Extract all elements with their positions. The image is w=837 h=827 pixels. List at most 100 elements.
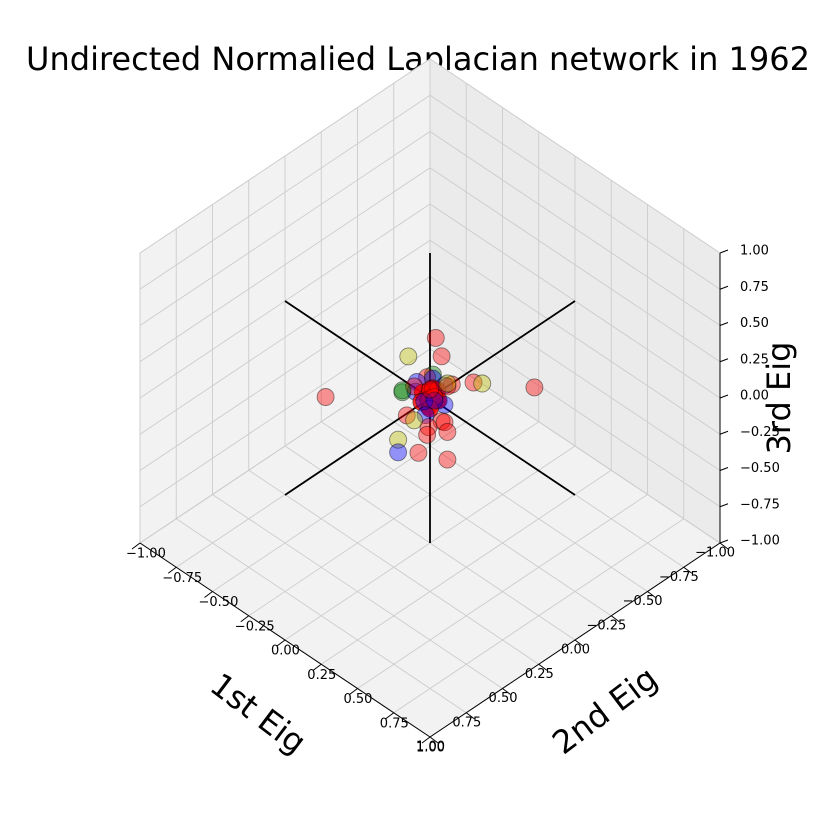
x-tick-mark	[538, 663, 548, 671]
data-point	[438, 374, 457, 393]
tick-labels: 1.00 0.75 0.50 0.25 0.00 −0.25 −0.50 −0.75 −1.00…	[126, 244, 780, 756]
y-tick-mark	[421, 736, 431, 744]
x-tick-label: −0.50	[623, 594, 663, 609]
y-tick-mark	[276, 639, 286, 647]
x-tick-mark	[683, 566, 693, 574]
y-tick-mark	[349, 688, 358, 695]
x-axis-label: 1st Eig	[203, 665, 313, 761]
data-point	[425, 391, 444, 410]
data-point	[405, 411, 424, 430]
y-axis-label: 2nd Eig	[545, 659, 664, 762]
x-tick-label: −0.75	[659, 570, 699, 585]
data-point	[426, 328, 445, 347]
tick-marks	[131, 249, 729, 744]
grid-line	[248, 469, 540, 665]
z-tick-mark	[719, 467, 729, 471]
grid-line	[139, 131, 431, 326]
grid-line	[139, 94, 431, 290]
x-tick-mark	[610, 615, 620, 623]
z-tick-label: −1.00	[740, 534, 780, 549]
y-tick-label: 0.50	[344, 692, 373, 707]
z-tick-mark	[719, 285, 729, 290]
x-tick-mark	[429, 736, 439, 744]
z-tick-label: −0.75	[740, 497, 780, 512]
x-tick-mark	[502, 688, 511, 695]
z-tick-label: −0.25	[740, 425, 780, 440]
data-point	[473, 374, 492, 393]
data-point	[419, 418, 438, 437]
z-tick-mark	[719, 539, 729, 544]
data-point	[415, 392, 434, 411]
x-tick-label: 0.75	[452, 715, 481, 730]
y-tick-label: 0.75	[380, 716, 409, 731]
y-tick-label: −0.75	[162, 571, 202, 586]
x-tick-mark	[465, 712, 475, 720]
x-tick-label: −0.25	[586, 618, 626, 633]
data-point	[438, 450, 457, 469]
grid-line	[429, 58, 721, 254]
data-point	[421, 380, 439, 399]
z-tick-mark	[719, 358, 729, 363]
z-tick-mark	[719, 394, 729, 399]
grid-line	[212, 494, 503, 689]
data-point	[464, 373, 483, 392]
grid-line	[429, 94, 721, 290]
y-tick-label: 1.00	[416, 741, 445, 756]
grid-line	[429, 167, 721, 363]
y-tick-label: −0.50	[199, 595, 239, 610]
z-tick-label: 0.75	[740, 280, 769, 295]
data-point	[389, 430, 408, 449]
grid-line	[175, 518, 467, 714]
data-point	[389, 443, 408, 462]
y-tick-mark	[167, 566, 177, 574]
grid-line	[139, 58, 431, 254]
z-axis-label: 3rd Eig	[760, 342, 798, 455]
y-tick-label: −1.00	[126, 547, 166, 562]
x-tick-label: 0.50	[489, 691, 518, 706]
y-tick-mark	[240, 615, 250, 623]
z-tick-mark	[719, 322, 729, 326]
data-point	[438, 422, 457, 441]
z-tick-label: 0.50	[740, 316, 769, 331]
x-tick-label: 0.00	[561, 643, 590, 658]
data-point	[397, 406, 416, 425]
data-point	[418, 425, 437, 444]
data-point	[438, 377, 457, 396]
data-point	[416, 406, 435, 424]
z-tick-mark	[719, 249, 729, 254]
grid-line	[357, 494, 648, 689]
data-point	[435, 413, 454, 432]
x-tick-mark	[574, 639, 584, 647]
z-tick-label: 1.00	[740, 244, 769, 259]
grid-line	[393, 518, 685, 714]
data-point	[432, 412, 451, 431]
x-tick-label: −1.00	[695, 546, 735, 561]
y-tick-label: 0.00	[271, 644, 300, 659]
z-tick-mark	[719, 503, 729, 508]
y-tick-label: −0.25	[235, 619, 275, 634]
data-point	[393, 381, 412, 400]
data-point	[432, 347, 451, 366]
x-tick-label: 0.25	[525, 667, 554, 682]
y-tick-mark	[131, 542, 141, 550]
y-tick-mark	[204, 591, 213, 598]
y-tick-label: 0.25	[307, 668, 336, 683]
x-tick-mark	[647, 591, 656, 598]
x-tick-label: 1.00	[416, 740, 445, 755]
data-point	[421, 399, 439, 418]
data-point	[525, 378, 544, 397]
data-point	[399, 347, 418, 366]
grid-line	[320, 469, 612, 665]
z-tick-label: 0.25	[740, 352, 769, 367]
data-point	[393, 383, 412, 402]
data-point	[409, 443, 428, 462]
data-points	[316, 328, 544, 469]
grid-line	[429, 131, 721, 326]
data-point	[316, 388, 335, 406]
z-tick-label: −0.50	[740, 461, 780, 476]
y-tick-mark	[385, 712, 395, 720]
data-point	[435, 376, 454, 395]
y-tick-mark	[312, 663, 322, 671]
z-tick-mark	[719, 430, 729, 435]
